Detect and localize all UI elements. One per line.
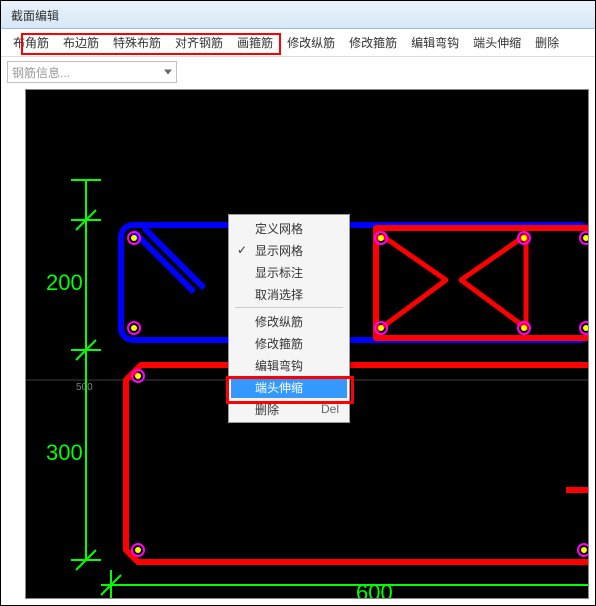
- menu-edit-hook[interactable]: 编辑弯钩: [231, 354, 347, 376]
- menu-define-grid[interactable]: 定义网格: [231, 217, 347, 239]
- dim-200: 200: [46, 270, 83, 295]
- titlebar: 截面编辑: [1, 1, 595, 29]
- menu-deselect[interactable]: 取消选择: [231, 283, 347, 305]
- btn-delete[interactable]: 删除: [529, 32, 565, 53]
- menu-modify-stirrup[interactable]: 修改箍筋: [231, 332, 347, 354]
- window-title: 截面编辑: [11, 9, 59, 23]
- btn-modify-stirrup[interactable]: 修改箍筋: [343, 32, 403, 53]
- btn-modify-long[interactable]: 修改纵筋: [281, 32, 341, 53]
- chevron-down-icon: [164, 70, 172, 75]
- dim-600: 600: [356, 580, 393, 599]
- dim-300: 300: [46, 440, 83, 465]
- menu-show-grid[interactable]: ✓显示网格: [231, 239, 347, 261]
- btn-corner-rebar[interactable]: 布角筋: [7, 32, 55, 53]
- rebar-info-combo[interactable]: 钢筋信息...: [7, 61, 177, 83]
- menu-delete[interactable]: 删除Del: [231, 398, 347, 420]
- menu-modify-long[interactable]: 修改纵筋: [231, 310, 347, 332]
- btn-edit-hook[interactable]: 编辑弯钩: [405, 32, 465, 53]
- btn-special-rebar[interactable]: 特殊布筋: [107, 32, 167, 53]
- section-edit-window: 截面编辑 布角筋 布边筋 特殊布筋 对齐钢筋 画箍筋 修改纵筋 修改箍筋 编辑弯…: [0, 0, 596, 606]
- combo-placeholder: 钢筋信息...: [12, 64, 70, 81]
- btn-draw-stirrup[interactable]: 画箍筋: [231, 32, 279, 53]
- axis-tick-label: 500: [76, 382, 93, 393]
- btn-edge-rebar[interactable]: 布边筋: [57, 32, 105, 53]
- menu-show-annot[interactable]: 显示标注: [231, 261, 347, 283]
- menu-separator: [235, 307, 343, 308]
- btn-end-extend[interactable]: 端头伸缩: [467, 32, 527, 53]
- btn-align-rebar[interactable]: 对齐钢筋: [169, 32, 229, 53]
- info-row: 钢筋信息...: [1, 57, 595, 87]
- menu-shortcut: Del: [321, 402, 339, 416]
- check-icon: ✓: [237, 243, 247, 257]
- toolbar: 布角筋 布边筋 特殊布筋 对齐钢筋 画箍筋 修改纵筋 修改箍筋 编辑弯钩 端头伸…: [1, 29, 595, 57]
- context-menu: 定义网格 ✓显示网格 显示标注 取消选择 修改纵筋 修改箍筋 编辑弯钩 端头伸缩…: [228, 214, 350, 423]
- menu-end-extend[interactable]: 端头伸缩: [231, 376, 347, 398]
